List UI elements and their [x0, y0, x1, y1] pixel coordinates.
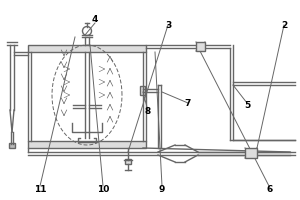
Bar	[125, 159, 131, 164]
Text: 6: 6	[267, 186, 273, 194]
Text: 5: 5	[244, 100, 250, 110]
Bar	[9, 143, 15, 148]
Bar	[140, 86, 145, 95]
Bar	[28, 45, 146, 52]
Text: 9: 9	[159, 186, 165, 194]
Bar	[196, 42, 205, 51]
Bar	[245, 148, 257, 158]
Bar	[28, 141, 146, 148]
Text: 10: 10	[97, 186, 109, 194]
Text: 7: 7	[185, 99, 191, 108]
Text: 3: 3	[165, 21, 171, 30]
Text: 11: 11	[34, 186, 46, 194]
Text: 2: 2	[281, 21, 287, 30]
Text: 8: 8	[145, 108, 151, 116]
Text: 4: 4	[92, 16, 98, 24]
